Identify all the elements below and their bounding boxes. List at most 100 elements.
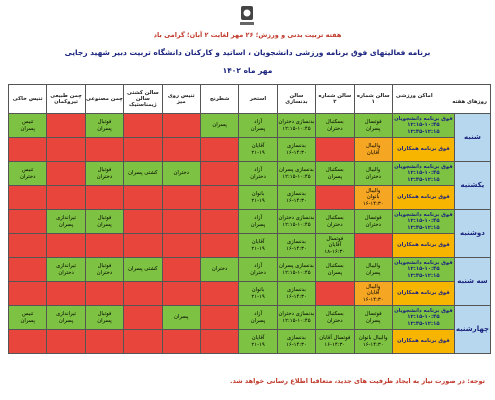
cell [199, 185, 240, 210]
cell: فوتبال پسران [84, 209, 125, 234]
logo [240, 6, 254, 25]
cell: فوتبال دختران [84, 161, 125, 186]
cell-text: بدنسازی دختران [278, 311, 315, 318]
cell-text: آقایان [328, 242, 342, 249]
cell-text: ۱۶-۱۴:۳۰ [286, 341, 307, 348]
cell-text: تنیس [21, 311, 34, 318]
cell-text: تیراندازی [56, 263, 77, 270]
staff-row: فوق برنامه همکاران والیبال بانوان ۱۶-۱۴:۳۰… [7, 329, 491, 354]
cell: آزاد پسران [238, 113, 278, 138]
cell [199, 233, 240, 258]
cell-text: ۱۲:۱۵-۱۰:۴۵ [282, 221, 311, 228]
cell [7, 137, 48, 162]
cell: بدنسازی ۱۶-۱۴:۳۰ [276, 281, 317, 306]
cell: بدنسازی ۱۶-۱۴:۳۰ [276, 233, 317, 258]
cell: والیبال بانوان ۱۶-۱۴:۳۰ [353, 185, 393, 210]
cell: فوتسال پسران [353, 113, 393, 138]
time: ۱۳:۴۵-۱۲:۱۵ [407, 272, 440, 279]
cell-text: بدنسازی دختران [278, 215, 315, 222]
cell [161, 185, 201, 210]
cell [46, 281, 86, 306]
cell: بدنسازی ۱۶-۱۴:۳۰ [276, 329, 317, 354]
date: مهر ماه ۱۴۰۲ [222, 66, 273, 75]
cell-text: دختران [365, 221, 381, 228]
cell-text: بدنسازی [287, 335, 306, 342]
cell-text: فوتسال [364, 311, 382, 318]
cell-text: پسران [97, 317, 112, 324]
cell-text: والیبال بانوان [358, 335, 388, 342]
cell [315, 281, 355, 306]
cell: بسکتبال دختران [315, 209, 355, 234]
label-text: فوق برنامه همکاران [397, 338, 450, 345]
cell-text: ۲۱-۱۹ [251, 245, 265, 252]
cell: فوتسال دختران [353, 209, 393, 234]
cell: تنیس دختران [7, 161, 48, 186]
cell: بانوان ۲۱-۱۹ [238, 281, 278, 306]
cell-text: فوتبال [97, 167, 112, 174]
time: ۱۳:۴۵-۱۲:۱۵ [407, 176, 440, 183]
cell-text: ۲۱-۱۹ [251, 197, 265, 204]
cell-text: فوتبال [97, 119, 112, 126]
cell: فوتبال دختران [84, 257, 125, 282]
cell [46, 329, 86, 354]
student-label: فوق برنامه دانشجویان ۱۲:۱۵-۱۰:۴۵ ۱۳:۴۵-۱۲:… [391, 161, 455, 186]
cell-text: ۲۱-۱۹ [251, 293, 265, 300]
cell-text: بانوان [251, 191, 265, 198]
student-label: فوق برنامه دانشجویان ۱۲:۱۵-۱۰:۴۵ ۱۳:۴۵-۱۲:… [391, 305, 455, 330]
cell-text: پسران [97, 221, 112, 228]
day-cell: یکشنبه [453, 161, 491, 210]
staff-row: فوق برنامه همکاران والیبال آقایان ۱۶-۱۴:۳۰ ب… [7, 281, 491, 306]
cell: دختران [161, 161, 201, 186]
cell-text: تیراندازی [56, 215, 77, 222]
cell-text: بدنسازی پسران [278, 263, 314, 270]
staff-label: فوق برنامه همکاران [391, 329, 455, 354]
student-label: فوق برنامه دانشجویان ۱۲:۱۵-۱۰:۴۵ ۱۳:۴۵-۱۲:… [391, 257, 455, 282]
cell-text: ۱۶-۱۴:۳۰ [286, 197, 307, 204]
cell [84, 137, 125, 162]
cell-text: فوتبال [97, 311, 112, 318]
cell [7, 329, 48, 354]
cell [84, 233, 125, 258]
staff-row: فوق برنامه همکاران والیبال بانوان ۱۶-۱۴:۳۰ ب… [7, 185, 491, 210]
cell-text: فوتسال [364, 215, 382, 222]
cell [161, 257, 201, 282]
student-row: سه شنبه فوق برنامه دانشجویان ۱۲:۱۵-۱۰:۴۵ ۱۳… [7, 257, 491, 306]
cell-text: پسران [58, 221, 74, 228]
cell [7, 233, 48, 258]
cell: بسکتبال پسران [315, 257, 355, 282]
time: ۱۲:۱۵-۱۰:۴۵ [407, 314, 440, 321]
time: ۱۲:۱۵-۱۰:۴۵ [407, 170, 440, 177]
column-header: چمن مصنوعی [84, 84, 125, 114]
cell: آزاد پسران [238, 209, 278, 234]
column-header: سالن بدنسازی [276, 84, 317, 114]
cell: تیراندازی پسران [46, 209, 86, 234]
cell [123, 185, 163, 210]
cell-text: دختران [211, 266, 228, 273]
cell-text: دختران [19, 173, 36, 180]
cell: کشتی پسران [123, 257, 163, 282]
schedule-table: اماکن ورزشی روزهای هفته سالن شماره ۱ سالن ش… [7, 84, 491, 354]
label-text: فوق برنامه دانشجویان [394, 212, 453, 219]
cell [199, 281, 240, 306]
cell: بدنسازی دختران ۱۲:۱۵-۱۰:۴۵ [276, 113, 317, 138]
cell [315, 137, 355, 162]
cell-text: آزاد [254, 215, 262, 222]
cell-text: پسران [20, 125, 35, 132]
cell-text: پسران [365, 317, 381, 324]
cell-text: ۱۲:۱۵-۱۰:۴۵ [282, 173, 311, 180]
cell-text: دختران [365, 173, 381, 180]
cell-text: پسران [174, 314, 189, 321]
cell-text: ۱۲:۱۵-۱۰:۴۵ [282, 125, 311, 132]
corner-cell: اماکن ورزشی روزهای هفته [391, 84, 491, 114]
student-row: یکشنبه فوق برنامه دانشجویان ۱۲:۱۵-۱۰:۴۵ ۱۳:… [7, 161, 491, 210]
cell-text: والیبال [366, 167, 381, 174]
cell-text: بدنسازی [287, 287, 306, 294]
cell: تنیس پسران [7, 113, 48, 138]
cell-text: پسران [97, 125, 112, 132]
cell [123, 233, 163, 258]
cell: آقایان ۲۱-۱۹ [238, 137, 278, 162]
cell-text: آقایان [366, 290, 380, 297]
cell [7, 281, 48, 306]
day-cell: چهارشنبه [453, 305, 491, 354]
time: ۱۲:۱۵-۱۰:۴۵ [407, 122, 440, 129]
